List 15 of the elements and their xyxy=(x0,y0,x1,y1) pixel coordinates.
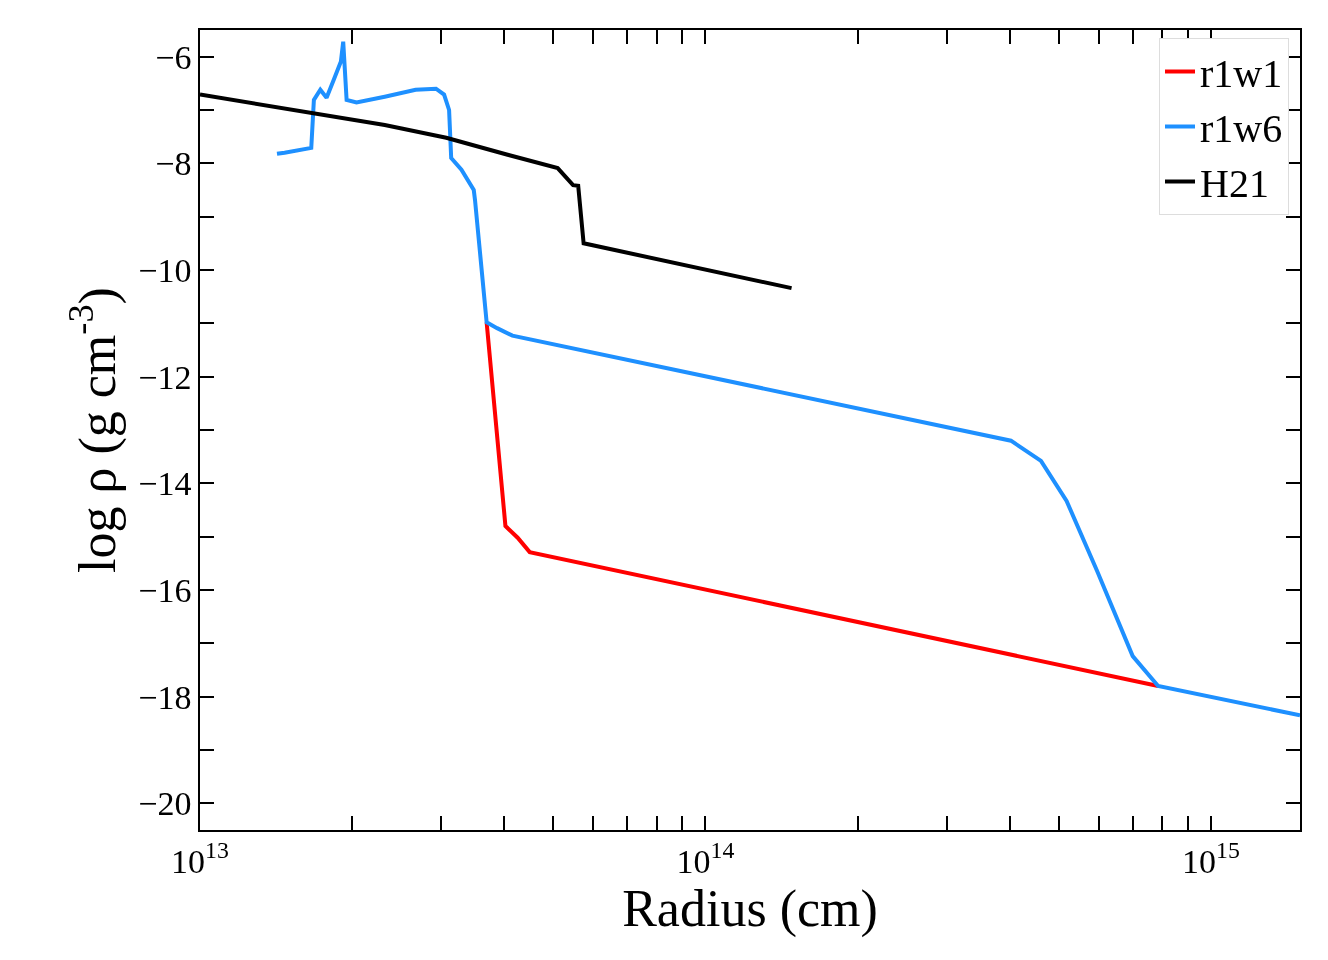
y-tick-label: −12 xyxy=(138,358,192,396)
y-tick-label: −14 xyxy=(138,465,192,503)
y-tick-label: −18 xyxy=(138,678,192,716)
legend-label: r1w6 xyxy=(1200,106,1283,152)
y-tick-label: −6 xyxy=(155,38,192,76)
y-tick-label: −10 xyxy=(138,251,192,289)
y-tick-label: −8 xyxy=(155,145,192,183)
legend-label: H21 xyxy=(1200,161,1269,207)
y-tick-label: −16 xyxy=(138,571,192,609)
x-axis-title: Radius (cm) xyxy=(622,879,878,938)
x-tick-label: 10$^{14}$ xyxy=(676,837,735,880)
x-tick-label: 10$^{13}$ xyxy=(171,837,229,880)
x-tick-label: 10$^{15}$ xyxy=(1182,837,1240,880)
y-tick-label: −20 xyxy=(138,785,192,823)
legend-label: r1w1 xyxy=(1200,51,1283,97)
